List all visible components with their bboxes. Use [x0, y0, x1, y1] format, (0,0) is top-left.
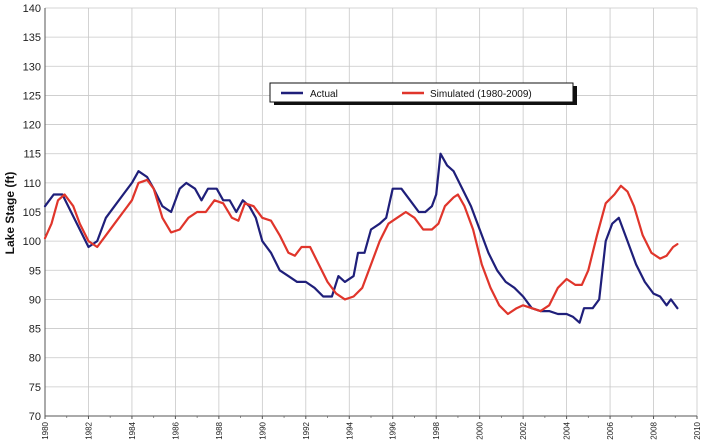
series-line-actual	[43, 152, 679, 324]
x-tick-label: 1984	[128, 421, 137, 439]
x-tick-label: 2006	[606, 421, 615, 439]
y-tick-label: 95	[29, 265, 41, 277]
x-tick-label: 2010	[693, 421, 702, 439]
y-axis-label: Lake Stage (ft)	[3, 172, 17, 255]
y-tick-label: 135	[23, 32, 41, 44]
y-tick-label: 125	[23, 90, 41, 102]
legend-label-actual: Actual	[310, 89, 338, 100]
axes: 70 75 80 85 90 95 100 105 110 115 120 125 130 135 140 1…	[23, 3, 702, 440]
x-tick-label: 1980	[41, 421, 50, 439]
y-tick-label: 105	[23, 207, 41, 219]
grid	[44, 7, 698, 417]
x-tick-label: 1988	[215, 421, 224, 439]
y-tick-label: 120	[23, 120, 41, 132]
y-tick-label: 130	[23, 61, 41, 73]
y-tick-label: 110	[23, 178, 41, 190]
y-tick-label: 85	[29, 324, 41, 336]
legend-label-simulated: Simulated (1980-2009)	[430, 89, 532, 100]
series-line-simulated	[43, 178, 679, 316]
y-tick-label: 140	[23, 3, 41, 15]
x-tick-label: 1990	[258, 421, 267, 439]
y-tick-label: 100	[23, 236, 41, 248]
x-tick-label: 1996	[389, 421, 398, 439]
series-lines	[43, 152, 679, 324]
y-tick-label: 70	[29, 411, 41, 423]
x-tick-label: 2002	[519, 421, 528, 439]
y-tick-label: 75	[29, 382, 41, 394]
x-tick-label: 1982	[84, 421, 93, 439]
y-tick-label: 115	[23, 149, 41, 161]
x-tick-label: 2000	[476, 421, 485, 439]
legend: Actual Simulated (1980-2009)	[269, 82, 577, 105]
x-tick-label: 1986	[171, 421, 180, 439]
x-tick-label: 2004	[563, 421, 572, 439]
x-tick-label: 1994	[345, 421, 354, 439]
x-tick-label: 2008	[650, 421, 659, 439]
y-tick-label: 90	[29, 294, 41, 306]
x-tick-label: 1992	[302, 421, 311, 439]
y-tick-label: 80	[29, 353, 41, 365]
x-tick-label: 1998	[432, 421, 441, 439]
